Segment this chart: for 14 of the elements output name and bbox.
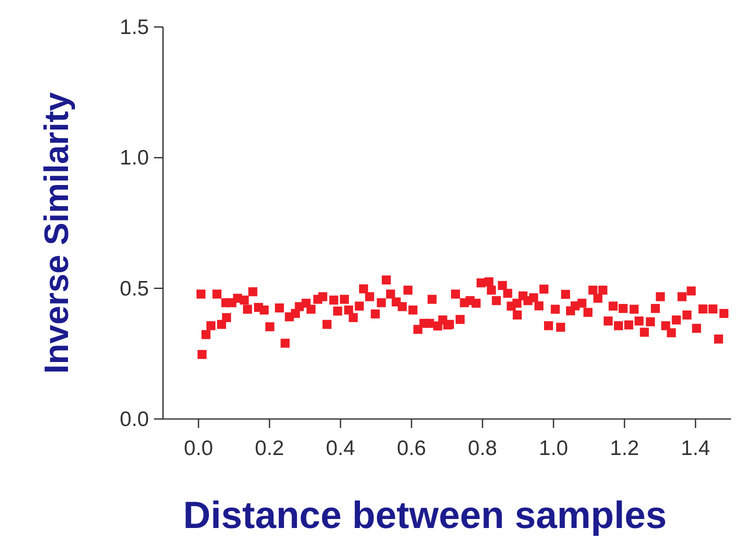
y-tick-label: 0.5	[120, 277, 149, 300]
x-tick-label: 1.4	[680, 437, 710, 460]
x-tick-label: 1.2	[610, 437, 640, 460]
x-tick-label: 0.8	[468, 437, 498, 460]
y-tick-label: 1.0	[120, 146, 149, 170]
x-tick-label: 0.0	[184, 437, 214, 460]
x-tick-label: 0.2	[254, 437, 284, 460]
y-tick-label: 0.0	[120, 408, 149, 431]
x-tick-label: 1.0	[538, 437, 568, 460]
y-axis-title: Inverse Similarity	[38, 92, 76, 374]
x-axis-title: Distance between samples	[183, 495, 667, 537]
y-tick-label: 1.5	[120, 16, 149, 39]
x-tick-label: 0.6	[396, 437, 426, 460]
x-tick-label: 0.4	[326, 437, 356, 460]
